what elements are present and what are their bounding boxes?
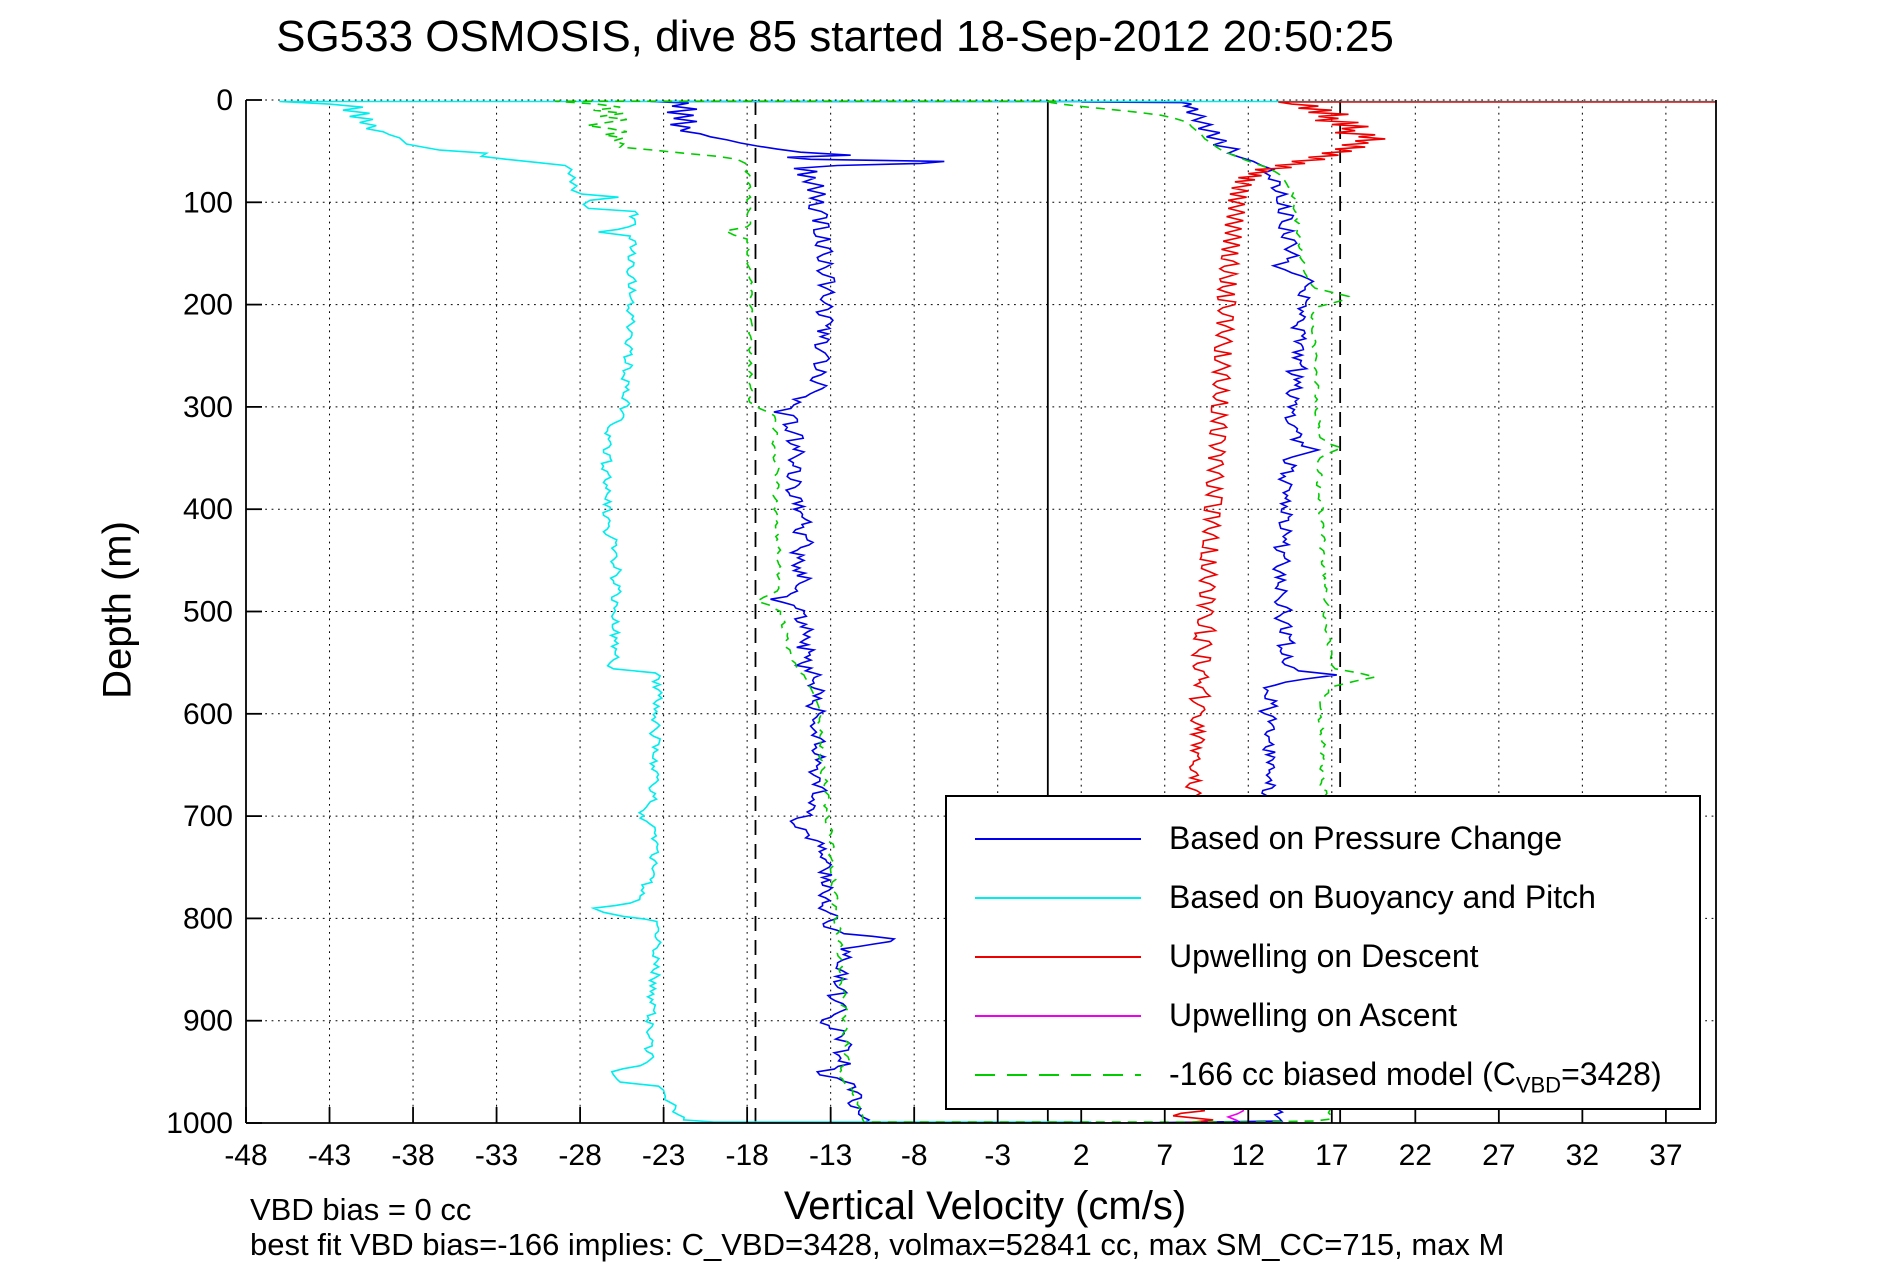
x-tick-label: -43 (308, 1139, 351, 1172)
legend-label-pressure: Based on Pressure Change (1169, 820, 1563, 856)
x-tick-label: 22 (1399, 1139, 1432, 1172)
legend-label-buoyancy: Based on Buoyancy and Pitch (1169, 879, 1596, 915)
x-tick-label: 2 (1073, 1139, 1090, 1172)
y-tick-label: 800 (183, 902, 233, 935)
x-tick-label: 12 (1232, 1139, 1265, 1172)
x-axis-label: Vertical Velocity (cm/s) (783, 1184, 1187, 1228)
series-buoyancy-line-0 (279, 100, 1716, 1123)
y-tick-label: 900 (183, 1005, 233, 1038)
legend-entry-buoyancy: Based on Buoyancy and Pitch (947, 868, 1699, 927)
x-tick-label: 32 (1566, 1139, 1599, 1172)
x-tick-label: -3 (984, 1139, 1011, 1172)
legend-label-upwelling-descent: Upwelling on Descent (1169, 938, 1479, 974)
x-tick-label: 7 (1156, 1139, 1173, 1172)
y-tick-label: 1000 (166, 1107, 233, 1140)
axes-box-and-ticks (245, 99, 1717, 1124)
x-tick-label: 17 (1315, 1139, 1348, 1172)
best-fit-annotation: best fit VBD bias=-166 implies: C_VBD=34… (250, 1227, 1505, 1262)
legend-entry-upwelling-descent: Upwelling on Descent (947, 927, 1699, 986)
y-tick-label: 100 (183, 186, 233, 219)
tick-labels: -48 -43 -38 -33 -28 -23 -18 -13 -8 -3 2 7 12 17 22 27 32… (166, 84, 1682, 1172)
legend-line-sample-upwelling-descent (975, 955, 1141, 958)
legend-line-sample-buoyancy (975, 896, 1141, 899)
x-tick-label: -13 (809, 1139, 852, 1172)
y-axis-label: Depth (m) (95, 521, 140, 699)
legend-label-upwelling-ascent: Upwelling on Ascent (1169, 997, 1458, 1033)
y-tick-label: 600 (183, 698, 233, 731)
chart-title: SG533 OSMOSIS, dive 85 started 18-Sep-20… (276, 12, 1394, 61)
x-tick-label: 27 (1482, 1139, 1515, 1172)
y-tick-label: 400 (183, 493, 233, 526)
vbd-bias-annotation: VBD bias = 0 cc (250, 1192, 472, 1227)
legend-label-biased-model: -166 cc biased model (CVBD=3428) (1169, 1056, 1662, 1098)
legend-box: Based on Pressure Change Based on Buoyanc… (945, 795, 1701, 1110)
x-tick-label: -28 (558, 1139, 601, 1172)
x-tick-label: -33 (475, 1139, 518, 1172)
series-biased-model-line-0 (554, 100, 1257, 1123)
x-tick-label: 37 (1649, 1139, 1682, 1172)
legend-entry-biased-model: -166 cc biased model (CVBD=3428) (947, 1045, 1699, 1104)
legend-line-sample-pressure (975, 837, 1141, 840)
legend-line-sample-biased-model (975, 1073, 1141, 1076)
legend-line-sample-upwelling-ascent (975, 1014, 1141, 1017)
y-tick-label: 500 (183, 596, 233, 629)
x-tick-label: -8 (901, 1139, 928, 1172)
y-tick-label: 200 (183, 289, 233, 322)
x-tick-label: -38 (391, 1139, 434, 1172)
x-tick-label: -23 (642, 1139, 685, 1172)
y-tick-label: 700 (183, 800, 233, 833)
x-tick-label: -48 (224, 1139, 267, 1172)
legend-entry-pressure: Based on Pressure Change (947, 809, 1699, 868)
legend-entry-upwelling-ascent: Upwelling on Ascent (947, 986, 1699, 1045)
y-tick-label: 0 (216, 84, 233, 117)
x-tick-label: -18 (725, 1139, 768, 1172)
y-tick-label: 300 (183, 391, 233, 424)
series-pressure-line-0 (650, 100, 1082, 1123)
